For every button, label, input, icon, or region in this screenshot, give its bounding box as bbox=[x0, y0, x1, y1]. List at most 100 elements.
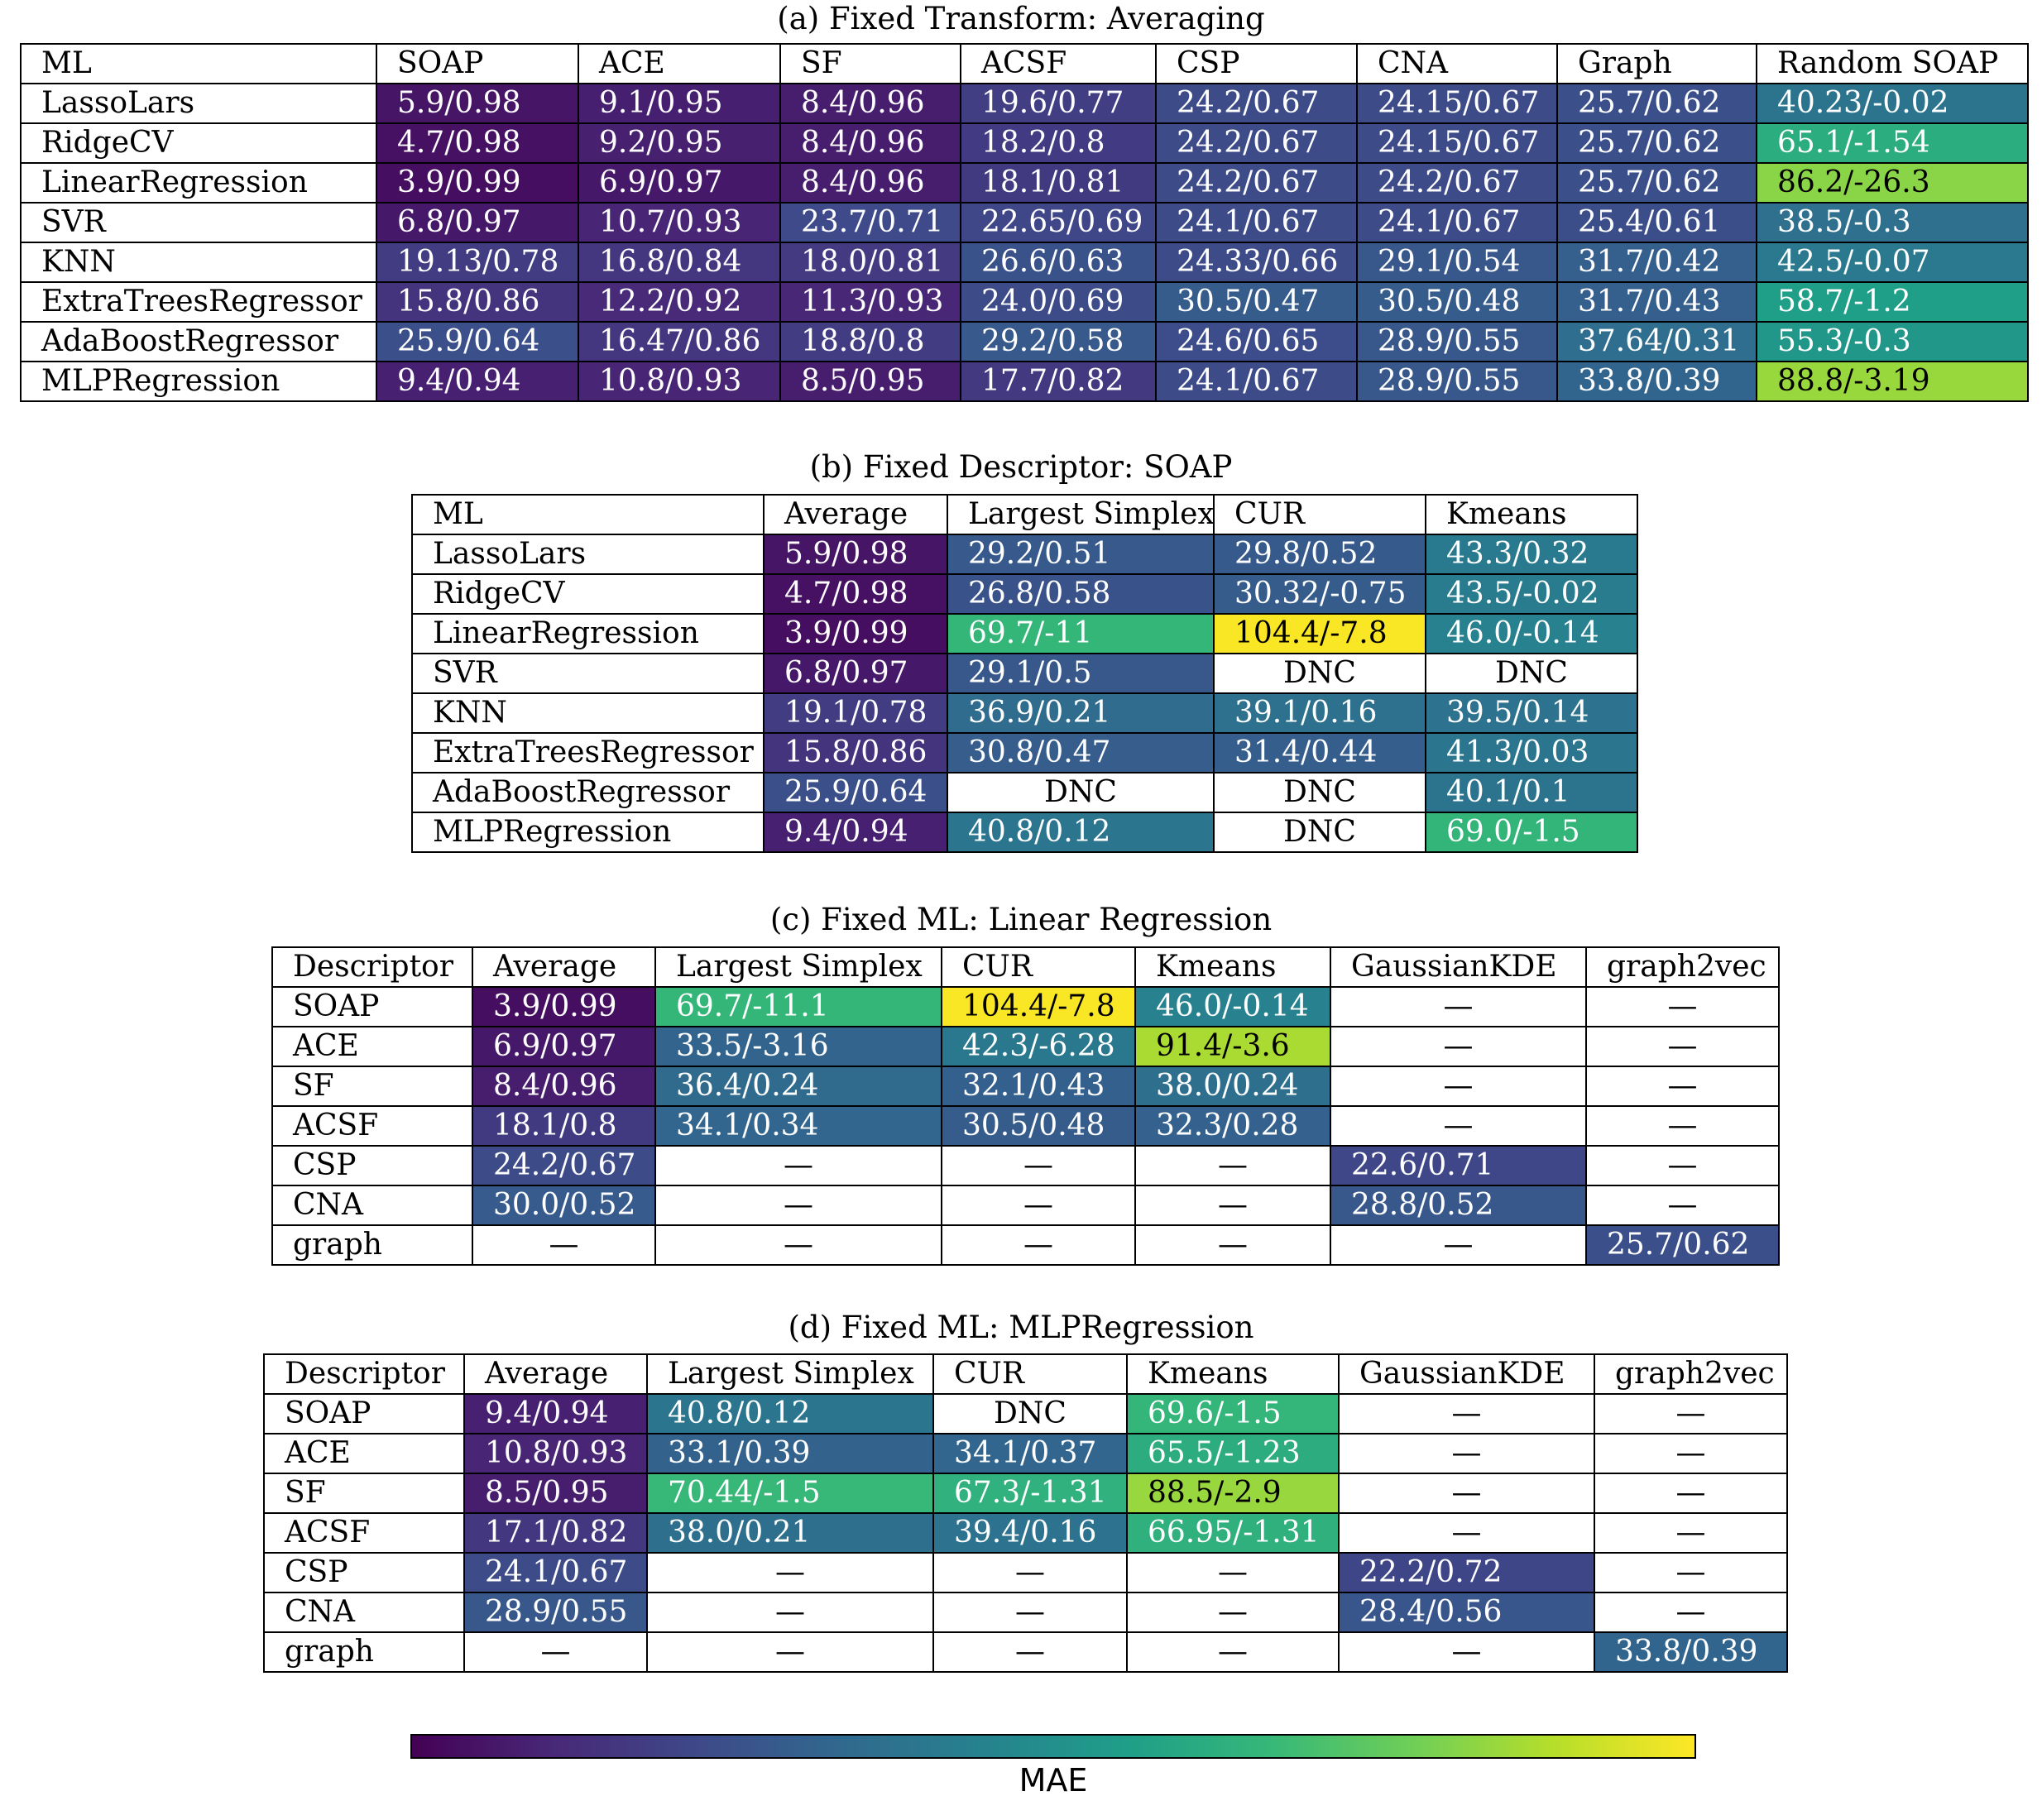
column-header: Graph bbox=[1556, 43, 1757, 84]
table-row: SF 8.4/0.96 36.4/0.24 32.1/0.43 38.0/0.24— — bbox=[271, 1066, 1780, 1107]
empty-cell: — bbox=[1330, 1066, 1587, 1107]
value-cell: 6.9/0.97 bbox=[472, 1026, 656, 1067]
empty-cell: — bbox=[463, 1631, 648, 1673]
value-cell: 18.1/0.8 bbox=[472, 1105, 656, 1147]
value-cell: 30.32/-0.75 bbox=[1213, 573, 1426, 615]
value-cell: 24.1/0.67 bbox=[1155, 361, 1358, 402]
value-cell: 18.0/0.81 bbox=[779, 242, 961, 283]
empty-cell: — bbox=[654, 1185, 942, 1226]
empty-cell: — bbox=[1585, 1105, 1780, 1147]
empty-cell: — bbox=[1134, 1224, 1331, 1266]
table-row: AdaBoostRegressor 25.9/0.64 16.47/0.86 18.8… bbox=[20, 321, 2029, 362]
column-header: SF bbox=[779, 43, 961, 84]
value-cell: 40.8/0.12 bbox=[646, 1393, 934, 1434]
value-cell: 40.1/0.1 bbox=[1425, 772, 1638, 813]
value-cell: 46.0/-0.14 bbox=[1134, 986, 1331, 1027]
value-cell: 25.9/0.64 bbox=[376, 321, 579, 362]
row-label: SF bbox=[271, 1066, 473, 1107]
value-cell: 32.3/0.28 bbox=[1134, 1105, 1331, 1147]
column-header: graph2vec bbox=[1585, 946, 1780, 988]
column-header: Descriptor bbox=[271, 946, 473, 988]
row-label: LassoLars bbox=[20, 83, 377, 124]
column-header: ACSF bbox=[960, 43, 1157, 84]
column-header: Largest Simplex bbox=[947, 494, 1215, 535]
value-cell: 28.9/0.55 bbox=[1356, 361, 1558, 402]
value-cell: 33.5/-3.16 bbox=[654, 1026, 942, 1067]
value-cell: 25.9/0.64 bbox=[763, 772, 948, 813]
row-label: SOAP bbox=[263, 1393, 465, 1434]
empty-cell: — bbox=[941, 1145, 1136, 1186]
empty-cell: — bbox=[932, 1592, 1128, 1633]
table-row: RidgeCV 4.7/0.98 9.2/0.95 8.4/0.96 18.2/0.8 2… bbox=[20, 122, 2029, 164]
table-row: MLPRegression 9.4/0.94 40.8/0.12 DNC 69.0/-1… bbox=[411, 812, 1638, 853]
value-cell: 24.0/0.69 bbox=[960, 281, 1157, 323]
table-row: LassoLars 5.9/0.98 29.2/0.51 29.8/0.52 43.3/… bbox=[411, 534, 1638, 575]
value-cell: 39.1/0.16 bbox=[1213, 692, 1426, 734]
row-label: CSP bbox=[263, 1552, 465, 1593]
table-row: SOAP 9.4/0.94 40.8/0.12 DNC 69.6/-1.5— — bbox=[263, 1393, 1788, 1434]
empty-cell: — bbox=[941, 1185, 1136, 1226]
value-cell: 19.6/0.77 bbox=[960, 83, 1157, 124]
column-header: CSP bbox=[1155, 43, 1358, 84]
empty-cell: — bbox=[1594, 1592, 1788, 1633]
row-label: graph bbox=[271, 1224, 473, 1266]
table-row: ExtraTreesRegressor 15.8/0.86 12.2/0.92 11.… bbox=[20, 281, 2029, 323]
panel-title: (b) Fixed Descriptor: SOAP bbox=[809, 449, 1233, 485]
row-label: SF bbox=[263, 1473, 465, 1514]
value-cell: 6.8/0.97 bbox=[376, 202, 579, 243]
value-cell: 69.7/-11.1 bbox=[654, 986, 942, 1027]
table-row: SF 8.5/0.95 70.44/-1.5 67.3/-1.31 88.5/-2.9—… bbox=[263, 1473, 1788, 1514]
header-row: Descriptor Average Largest Simplex CUR Kmean… bbox=[271, 946, 1780, 988]
column-header: CUR bbox=[1213, 494, 1426, 535]
empty-cell: — bbox=[654, 1145, 942, 1186]
table-row: SOAP 3.9/0.99 69.7/-11.1 104.4/-7.8 46.0/-0.… bbox=[271, 986, 1780, 1027]
value-cell: 25.4/0.61 bbox=[1556, 202, 1757, 243]
empty-cell: — bbox=[1594, 1433, 1788, 1474]
row-label: RidgeCV bbox=[20, 122, 377, 164]
empty-cell: — bbox=[1594, 1393, 1788, 1434]
empty-cell: — bbox=[1330, 1105, 1587, 1147]
panel-title: (a) Fixed Transform: Averaging bbox=[777, 1, 1265, 36]
value-cell: 24.2/0.67 bbox=[1155, 83, 1358, 124]
value-cell: 24.2/0.67 bbox=[472, 1145, 656, 1186]
value-cell: 8.4/0.96 bbox=[779, 83, 961, 124]
column-header: Kmeans bbox=[1134, 946, 1331, 988]
empty-cell: — bbox=[1585, 1026, 1780, 1067]
dnc-cell: DNC bbox=[1213, 812, 1426, 853]
value-cell: 30.5/0.48 bbox=[1356, 281, 1558, 323]
results-table: Descriptor Average Largest Simplex CUR Kmean… bbox=[263, 1353, 1788, 1673]
value-cell: 17.1/0.82 bbox=[463, 1512, 648, 1554]
table-row: KNN 19.1/0.78 36.9/0.21 39.1/0.16 39.5/0.14 bbox=[411, 692, 1638, 734]
empty-cell: — bbox=[932, 1552, 1128, 1593]
value-cell: 88.5/-2.9 bbox=[1126, 1473, 1340, 1514]
value-cell: 8.4/0.96 bbox=[779, 122, 961, 164]
value-cell: 69.6/-1.5 bbox=[1126, 1393, 1340, 1434]
value-cell: 24.6/0.65 bbox=[1155, 321, 1358, 362]
value-cell: 3.9/0.99 bbox=[763, 613, 948, 654]
column-header: CUR bbox=[941, 946, 1136, 988]
value-cell: 25.7/0.62 bbox=[1556, 122, 1757, 164]
empty-cell: — bbox=[646, 1631, 934, 1673]
value-cell: 24.2/0.67 bbox=[1356, 162, 1558, 204]
value-cell: 6.8/0.97 bbox=[763, 653, 948, 694]
value-cell: 31.7/0.43 bbox=[1556, 281, 1757, 323]
value-cell: 24.1/0.67 bbox=[1155, 202, 1358, 243]
value-cell: 29.2/0.51 bbox=[947, 534, 1215, 575]
empty-cell: — bbox=[1594, 1512, 1788, 1554]
value-cell: 8.4/0.96 bbox=[779, 162, 961, 204]
column-header: Average bbox=[463, 1353, 648, 1395]
value-cell: 29.1/0.5 bbox=[947, 653, 1215, 694]
panel-title: (c) Fixed ML: Linear Regression bbox=[769, 902, 1273, 937]
dnc-cell: DNC bbox=[932, 1393, 1128, 1434]
value-cell: 28.8/0.52 bbox=[1330, 1185, 1587, 1226]
results-table: ML Average Largest Simplex CUR Kmeans LassoLa… bbox=[411, 494, 1638, 853]
table-row: RidgeCV 4.7/0.98 26.8/0.58 30.32/-0.75 43.5/… bbox=[411, 573, 1638, 615]
value-cell: 38.0/0.21 bbox=[646, 1512, 934, 1554]
dnc-cell: DNC bbox=[1213, 772, 1426, 813]
value-cell: 32.1/0.43 bbox=[941, 1066, 1136, 1107]
value-cell: 16.47/0.86 bbox=[578, 321, 781, 362]
row-label: CNA bbox=[263, 1592, 465, 1633]
table-row: SVR 6.8/0.97 10.7/0.93 23.7/0.71 22.65/0.69 2… bbox=[20, 202, 2029, 243]
value-cell: 69.0/-1.5 bbox=[1425, 812, 1638, 853]
table-row: ACSF 18.1/0.8 34.1/0.34 30.5/0.48 32.3/0.28—… bbox=[271, 1105, 1780, 1147]
